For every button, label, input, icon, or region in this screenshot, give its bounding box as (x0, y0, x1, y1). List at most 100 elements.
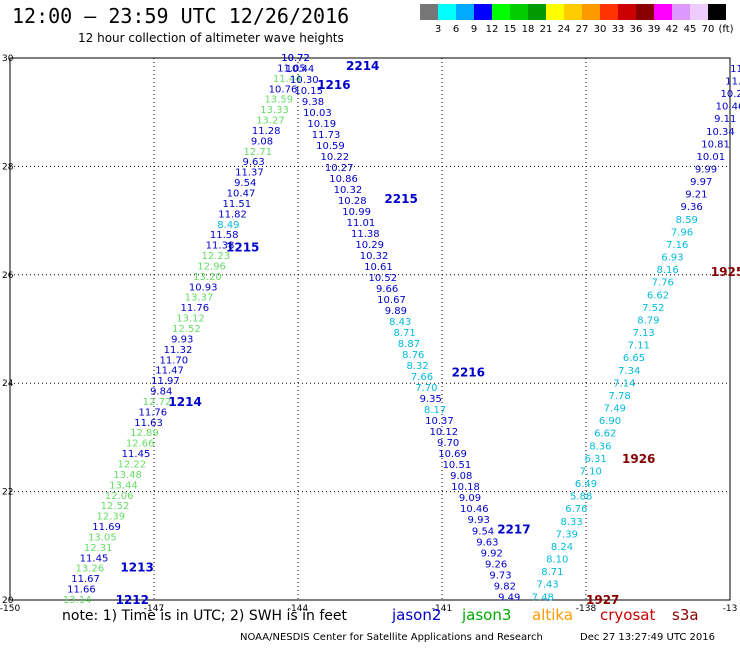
legend-label: 36 (629, 24, 643, 35)
timestamp: Dec 27 13:27:49 UTC 2016 (580, 632, 715, 643)
wave-height-value: 12.89 (130, 428, 159, 439)
wave-height-value: 10.76 (269, 84, 298, 95)
wave-height-value: 9.73 (489, 570, 511, 581)
wave-height-value: 10.61 (364, 262, 393, 273)
wave-height-value: 9.66 (376, 284, 398, 295)
wave-height-value: 12.23 (201, 251, 230, 262)
track-label: 2215 (384, 192, 417, 206)
wave-height-value: 10.93 (189, 282, 218, 293)
wave-height-value: 9.92 (481, 548, 503, 559)
track-label: 1215 (226, 241, 259, 255)
wave-height-value: 9.89 (385, 306, 407, 317)
wave-height-value: 10.23 (720, 89, 740, 100)
wave-height-value: 6.76 (565, 504, 587, 515)
wave-height-value: 11.44 (273, 74, 302, 85)
wave-height-value: 9.21 (685, 190, 707, 201)
x-tick-label: -138 (576, 604, 597, 614)
wave-height-value: 11.01 (347, 218, 376, 229)
wave-height-value: 8.49 (217, 220, 239, 231)
wave-height-value: 6.62 (647, 290, 669, 301)
wave-height-value: 13.20 (193, 272, 222, 283)
wave-height-value: 10.32 (334, 185, 363, 196)
wave-height-value: 10.29 (355, 240, 384, 251)
wave-height-value: 10.32 (360, 251, 389, 262)
wave-height-value: 6.90 (599, 416, 621, 427)
wave-height-value: 9.08 (450, 471, 472, 482)
wave-height-value: 10.72 (281, 53, 310, 64)
wave-height-value: 7.11 (628, 341, 650, 352)
wave-height-value: 11.66 (67, 585, 96, 596)
legend-label: 24 (557, 24, 571, 35)
y-tick-label: 20 (2, 596, 14, 606)
wave-height-value: 7.10 (580, 466, 602, 477)
wave-height-value: 8.17 (424, 405, 446, 416)
wave-height-value: 8.24 (551, 542, 573, 553)
wave-height-value: 11.69 (92, 522, 121, 533)
y-tick-label: 28 (2, 162, 14, 172)
wave-height-value: 10.03 (303, 108, 332, 119)
legend-label: 27 (575, 24, 589, 35)
wave-height-value: 11.70 (159, 355, 188, 366)
legend-swatch (708, 4, 727, 20)
wave-height-value: 13.33 (260, 105, 289, 116)
wave-height-value: 9.84 (150, 387, 172, 398)
wave-height-value: 8.76 (402, 350, 424, 361)
wave-height-value: 11.45 (122, 449, 151, 460)
wave-height-value: 7.70 (415, 383, 437, 394)
wave-height-value: 9.63 (242, 157, 264, 168)
wave-height-value: 10.99 (342, 207, 371, 218)
wave-height-value: 9.38 (302, 97, 324, 108)
wave-height-value: 10.59 (316, 141, 345, 152)
satellite-name: cryosat (600, 606, 656, 624)
wave-height-value: 10.12 (429, 427, 458, 438)
wave-height-value: 13.05 (88, 532, 117, 543)
legend-label: 45 (683, 24, 697, 35)
wave-height-value: 11.73 (312, 130, 341, 141)
track-label: 1925 (711, 265, 740, 279)
wave-height-value: 10.34 (706, 127, 735, 138)
legend-label: 21 (539, 24, 553, 35)
y-tick-label: 24 (2, 379, 14, 389)
wave-height-value: 12.06 (105, 491, 134, 502)
wave-height-value: 9.49 (498, 592, 520, 603)
wave-height-value: 12.39 (96, 512, 125, 523)
legend-label: 3 (434, 24, 442, 35)
wave-height-value: 7.52 (642, 303, 664, 314)
track-label: 1214 (168, 395, 201, 409)
legend-label: 9 (470, 24, 478, 35)
x-tick-label: -13 (723, 604, 738, 614)
legend-label: (ft) (718, 24, 734, 35)
wave-height-value: 10.30 (290, 75, 319, 86)
legend-label: 15 (503, 24, 517, 35)
wave-height-value: 9.54 (234, 178, 256, 189)
wave-height-value: 11.45 (80, 553, 109, 564)
wave-height-value: 7.66 (411, 372, 433, 383)
wave-height-value: 13.44 (109, 480, 138, 491)
wave-height-value: 6.62 (594, 429, 616, 440)
wave-height-value: 10.27 (325, 163, 354, 174)
wave-height-value: 7.34 (618, 366, 640, 377)
wave-height-value: 10.81 (701, 139, 730, 150)
page-subtitle: 12 hour collection of altimeter wave hei… (78, 31, 344, 45)
y-tick-label: 26 (2, 271, 14, 281)
wave-height-value: 13.27 (256, 116, 285, 127)
wave-height-value: 10.46 (716, 102, 740, 113)
wave-height-value: 11.76 (138, 407, 167, 418)
wave-height-value: 8.59 (676, 215, 698, 226)
wave-height-value: 7.96 (671, 227, 693, 238)
legend-label: 6 (452, 24, 460, 35)
wave-height-value: 7.43 (536, 580, 558, 591)
x-tick-label: -150 (0, 604, 20, 614)
wave-height-value: 11.30 (725, 76, 740, 87)
legend-label: 30 (593, 24, 607, 35)
wave-height-value: 10.46 (460, 504, 489, 515)
wave-height-value: 10.37 (425, 416, 454, 427)
x-tick-label: -141 (432, 604, 452, 614)
legend-label: 12 (485, 24, 499, 35)
wave-height-value: 10.47 (227, 189, 256, 200)
wave-height-value: 13.12 (176, 314, 205, 325)
legend-label: 39 (647, 24, 661, 35)
wave-height-value: 5.88 (570, 492, 592, 503)
wave-height-value: 7.14 (613, 378, 635, 389)
